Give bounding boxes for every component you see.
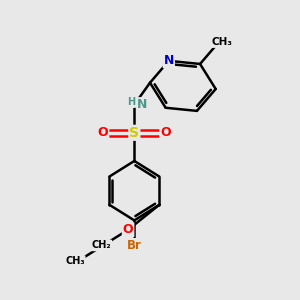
Text: H: H [127, 97, 135, 107]
Text: N: N [137, 98, 147, 111]
Text: O: O [98, 126, 108, 139]
Text: Br: Br [127, 239, 142, 252]
Text: O: O [123, 223, 134, 236]
Text: CH₃: CH₃ [65, 256, 85, 266]
Text: S: S [129, 126, 140, 140]
Text: CH₃: CH₃ [212, 37, 233, 47]
Text: N: N [164, 54, 174, 67]
Text: O: O [160, 126, 171, 139]
Text: CH₂: CH₂ [92, 240, 111, 250]
